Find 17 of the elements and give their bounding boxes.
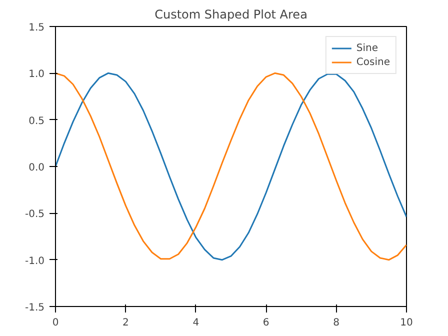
x-tick-label: 4 bbox=[192, 318, 200, 328]
x-tick-label: 8 bbox=[333, 318, 340, 328]
legend-label: Cosine bbox=[356, 56, 390, 68]
chart-title: Custom Shaped Plot Area bbox=[154, 8, 308, 22]
x-tick-label: 2 bbox=[122, 318, 129, 328]
y-tick-label: -0.5 bbox=[24, 209, 45, 220]
legend-label: Sine bbox=[356, 42, 378, 54]
line-series bbox=[56, 72, 406, 261]
y-tick-label: 0.0 bbox=[28, 162, 45, 174]
y-tick-label: -1.0 bbox=[24, 256, 45, 267]
y-tick-label: -1.5 bbox=[24, 302, 45, 314]
y-tick-label: 1.5 bbox=[28, 22, 45, 34]
x-tick-label: 10 bbox=[400, 318, 413, 328]
y-tick-label: 1.0 bbox=[28, 69, 45, 80]
y-tick-label: 0.5 bbox=[28, 116, 45, 127]
x-tick-label: 6 bbox=[262, 318, 270, 328]
x-tick-label: 0 bbox=[52, 318, 59, 328]
